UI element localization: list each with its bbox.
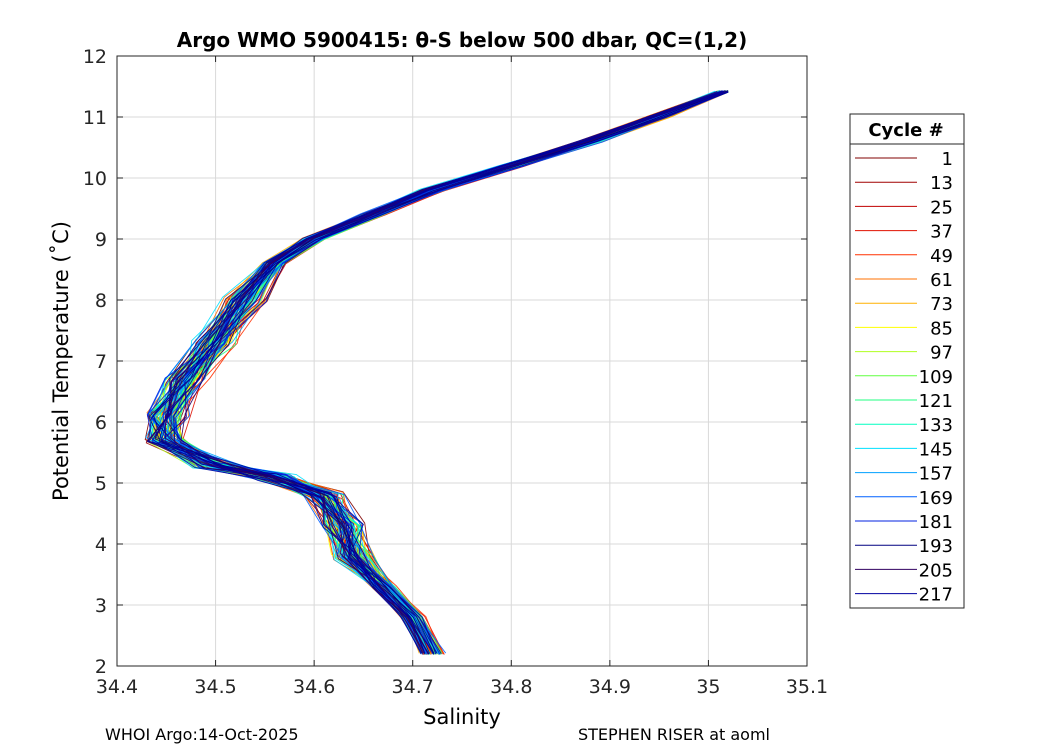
y-tick-label: 6 [95,412,107,434]
legend-label-25: 25 [930,197,953,218]
legend-label-181: 181 [919,512,953,533]
x-tick-label: 34.4 [96,676,138,698]
profile-lines [144,90,729,655]
y-tick-label: 4 [95,534,107,556]
profile-line-cycle-193 [173,91,729,654]
legend-label-49: 49 [930,246,953,267]
y-tick-label: 11 [83,107,107,129]
legend-label-1: 1 [942,149,953,170]
legend-label-157: 157 [919,464,953,485]
chart-title: Argo WMO 5900415: θ-S below 500 dbar, QC… [177,28,747,52]
legend-label-217: 217 [919,585,953,606]
y-tick-label: 2 [95,656,107,678]
y-axis-ticks: 2 3 4 5 6 7 8 9 10 11 12 [83,46,807,678]
y-axis-label: Potential Temperature (˚C) [49,221,73,501]
profile-line-cycle-217 [151,91,724,655]
legend-label-145: 145 [919,439,953,460]
legend: Cycle # 1 13 25 37 49 61 73 85 97 109 121 133 145 157… [849,113,965,609]
footer-right-text: STEPHEN RISER at aoml [578,725,770,744]
y-tick-label: 8 [95,290,107,312]
legend-items: 1 13 25 37 49 61 73 85 97 109 121 133 145 157 169 181 19… [855,149,953,606]
legend-label-97: 97 [930,343,953,364]
x-tick-label: 34.6 [293,676,335,698]
x-tick-label: 34.9 [589,676,631,698]
legend-label-121: 121 [919,391,953,412]
y-tick-label: 9 [95,229,107,251]
x-axis-ticks: 34.4 34.5 34.6 34.7 34.8 34.9 35 35.1 [96,56,828,698]
x-axis-label: Salinity [423,705,501,729]
y-tick-label: 12 [83,46,107,68]
legend-box [849,113,965,609]
x-tick-label: 34.5 [194,676,236,698]
legend-label-61: 61 [930,270,953,291]
x-tick-label: 34.8 [490,676,532,698]
legend-label-37: 37 [930,222,953,243]
legend-label-85: 85 [930,318,953,339]
profile-line-cycle-217 [148,91,725,655]
footer-left-text: WHOI Argo:14-Oct-2025 [105,725,299,744]
y-tick-label: 7 [95,351,107,373]
x-tick-label: 34.7 [392,676,434,698]
legend-title: Cycle # [868,120,943,141]
legend-label-133: 133 [919,415,953,436]
x-tick-label: 35 [696,676,720,698]
profile-line-cycle-217 [158,91,729,655]
profile-line-cycle-193 [164,90,729,654]
profile-line-cycle-217 [160,91,722,654]
legend-label-169: 169 [919,488,953,509]
y-tick-label: 10 [83,168,107,190]
legend-label-73: 73 [930,294,953,315]
legend-label-13: 13 [930,173,953,194]
legend-label-109: 109 [919,367,953,388]
y-tick-label: 3 [95,595,107,617]
legend-label-193: 193 [919,536,953,557]
legend-label-205: 205 [919,560,953,581]
y-tick-label: 5 [95,473,107,495]
x-tick-label: 35.1 [786,676,828,698]
